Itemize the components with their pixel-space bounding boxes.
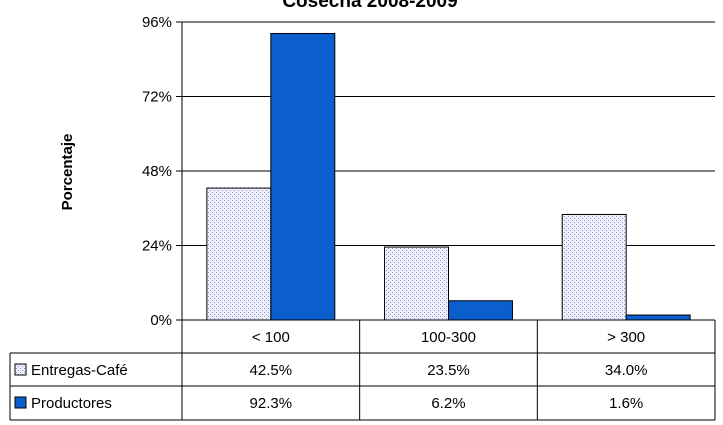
data-label: 6.2% bbox=[431, 395, 465, 412]
bar-productores bbox=[270, 32, 336, 321]
x-tick-label: 100-300 bbox=[421, 329, 476, 346]
data-label: 92.3% bbox=[250, 395, 293, 412]
legend-swatch-productores bbox=[14, 396, 27, 409]
data-label: 34.0% bbox=[605, 362, 648, 379]
legend-swatch-entregas-cafe bbox=[14, 363, 27, 376]
bar-entregas-cafe bbox=[384, 246, 450, 321]
chart-title: Cosecha 2008-2009 bbox=[282, 0, 457, 12]
bar-entregas-cafe bbox=[206, 187, 272, 321]
y-tick-label: 48% bbox=[142, 163, 172, 180]
y-tick-label: 0% bbox=[150, 312, 172, 329]
data-table: < 100 100-300 > 300 Entregas-Café 42.5% 23.5%… bbox=[9, 319, 716, 421]
data-label: 1.6% bbox=[609, 395, 643, 412]
x-tick-label: > 300 bbox=[607, 329, 645, 346]
y-tick-label: 72% bbox=[142, 89, 172, 106]
y-tick-label: 96% bbox=[142, 14, 172, 31]
bars bbox=[206, 32, 691, 321]
y-axis-ticks: 0% 24% 48% 72% 96% bbox=[142, 14, 183, 329]
data-label: 23.5% bbox=[427, 362, 470, 379]
data-label: 42.5% bbox=[250, 362, 293, 379]
legend-label: Entregas-Café bbox=[31, 362, 128, 379]
y-tick-label: 24% bbox=[142, 238, 172, 255]
bar-productores bbox=[448, 300, 513, 321]
x-tick-label: < 100 bbox=[252, 329, 290, 346]
bar-entregas-cafe bbox=[561, 213, 627, 321]
legend-label: Productores bbox=[31, 395, 112, 412]
bar-productores bbox=[625, 314, 691, 321]
y-axis-label: Porcentaje bbox=[59, 134, 76, 211]
